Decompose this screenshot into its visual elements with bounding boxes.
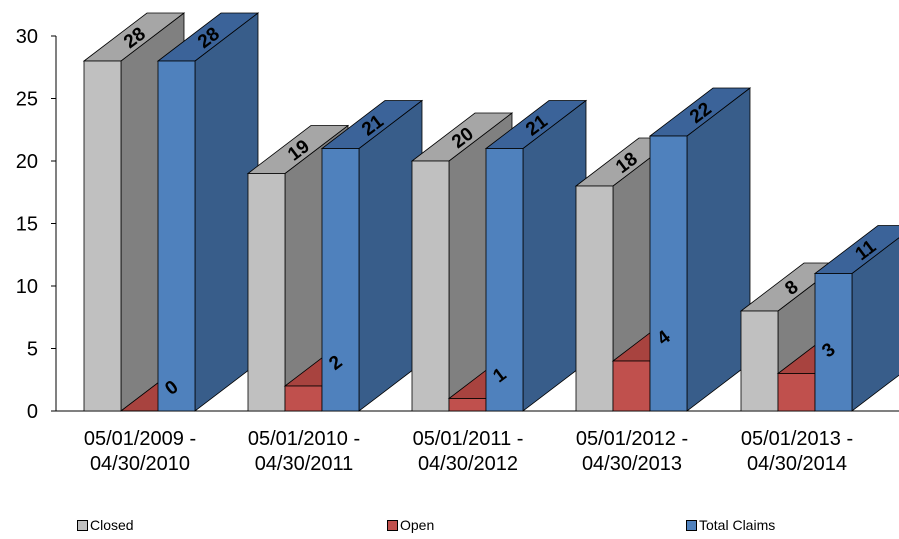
bar-front-face — [814, 273, 853, 412]
bar-front-face — [157, 60, 196, 412]
x-category-label: 04/30/2010 — [90, 453, 190, 475]
bar-front-face — [247, 173, 286, 412]
bar-total-claims — [648, 87, 752, 412]
y-tick-label: 25 — [16, 89, 38, 111]
bar-front-face — [83, 60, 122, 412]
y-tick-label: 5 — [27, 339, 38, 361]
bar-total-claims — [813, 225, 899, 412]
x-category-label: 04/30/2014 — [747, 453, 847, 475]
legend-swatch-closed — [77, 519, 88, 531]
bars — [82, 12, 899, 412]
axes: 0 5 10 15 20 25 30 05/01/2009 - 04/30/2010 05/01/… — [16, 26, 899, 475]
bar-front-face — [575, 185, 614, 412]
bar-front-face — [411, 160, 450, 412]
legend-label-closed: Closed — [90, 517, 134, 533]
legend-item-total-claims: Total Claims — [686, 517, 775, 533]
y-tick-label: 15 — [16, 214, 38, 236]
bar-front-face — [448, 398, 487, 412]
x-category-label: 05/01/2011 - — [413, 428, 524, 450]
legend-label-total-claims: Total Claims — [699, 517, 776, 533]
bar-side-face — [686, 87, 751, 412]
x-category-label: 05/01/2012 - — [576, 428, 688, 450]
legend-item-open: Open — [387, 517, 434, 533]
bar-total-claims — [320, 99, 424, 412]
legend: Closed Open Total Claims — [0, 517, 899, 537]
claims-bar-chart: 0 5 10 15 20 25 30 05/01/2009 - 04/30/2010 05/01/… — [16, 12, 899, 475]
legend-swatch-total-claims — [686, 519, 697, 531]
bar-front-face — [649, 135, 688, 412]
bar-front-face — [485, 148, 524, 412]
bar-front-face — [612, 360, 651, 412]
bar-front-face — [284, 385, 323, 412]
x-category-label: 05/01/2013 - — [741, 428, 853, 450]
bar-front-face — [740, 310, 779, 412]
y-tick-label: 30 — [16, 26, 38, 48]
x-category-label: 05/01/2010 - — [248, 428, 360, 450]
bar-front-face — [321, 148, 360, 412]
y-tick-label: 10 — [16, 276, 38, 298]
legend-swatch-open — [387, 519, 398, 531]
x-category-label: 04/30/2011 — [255, 453, 354, 475]
bar-front-face — [777, 373, 816, 412]
legend-item-closed: Closed — [77, 517, 134, 533]
bar-total-claims — [484, 99, 588, 412]
y-tick-label: 20 — [16, 151, 38, 173]
bar-total-claims — [156, 12, 260, 412]
x-category-label: 05/01/2009 - — [84, 428, 196, 450]
x-category-label: 04/30/2012 — [418, 453, 518, 475]
legend-label-open: Open — [400, 517, 435, 533]
x-category-label: 04/30/2013 — [582, 453, 682, 475]
y-tick-label: 0 — [27, 401, 38, 423]
